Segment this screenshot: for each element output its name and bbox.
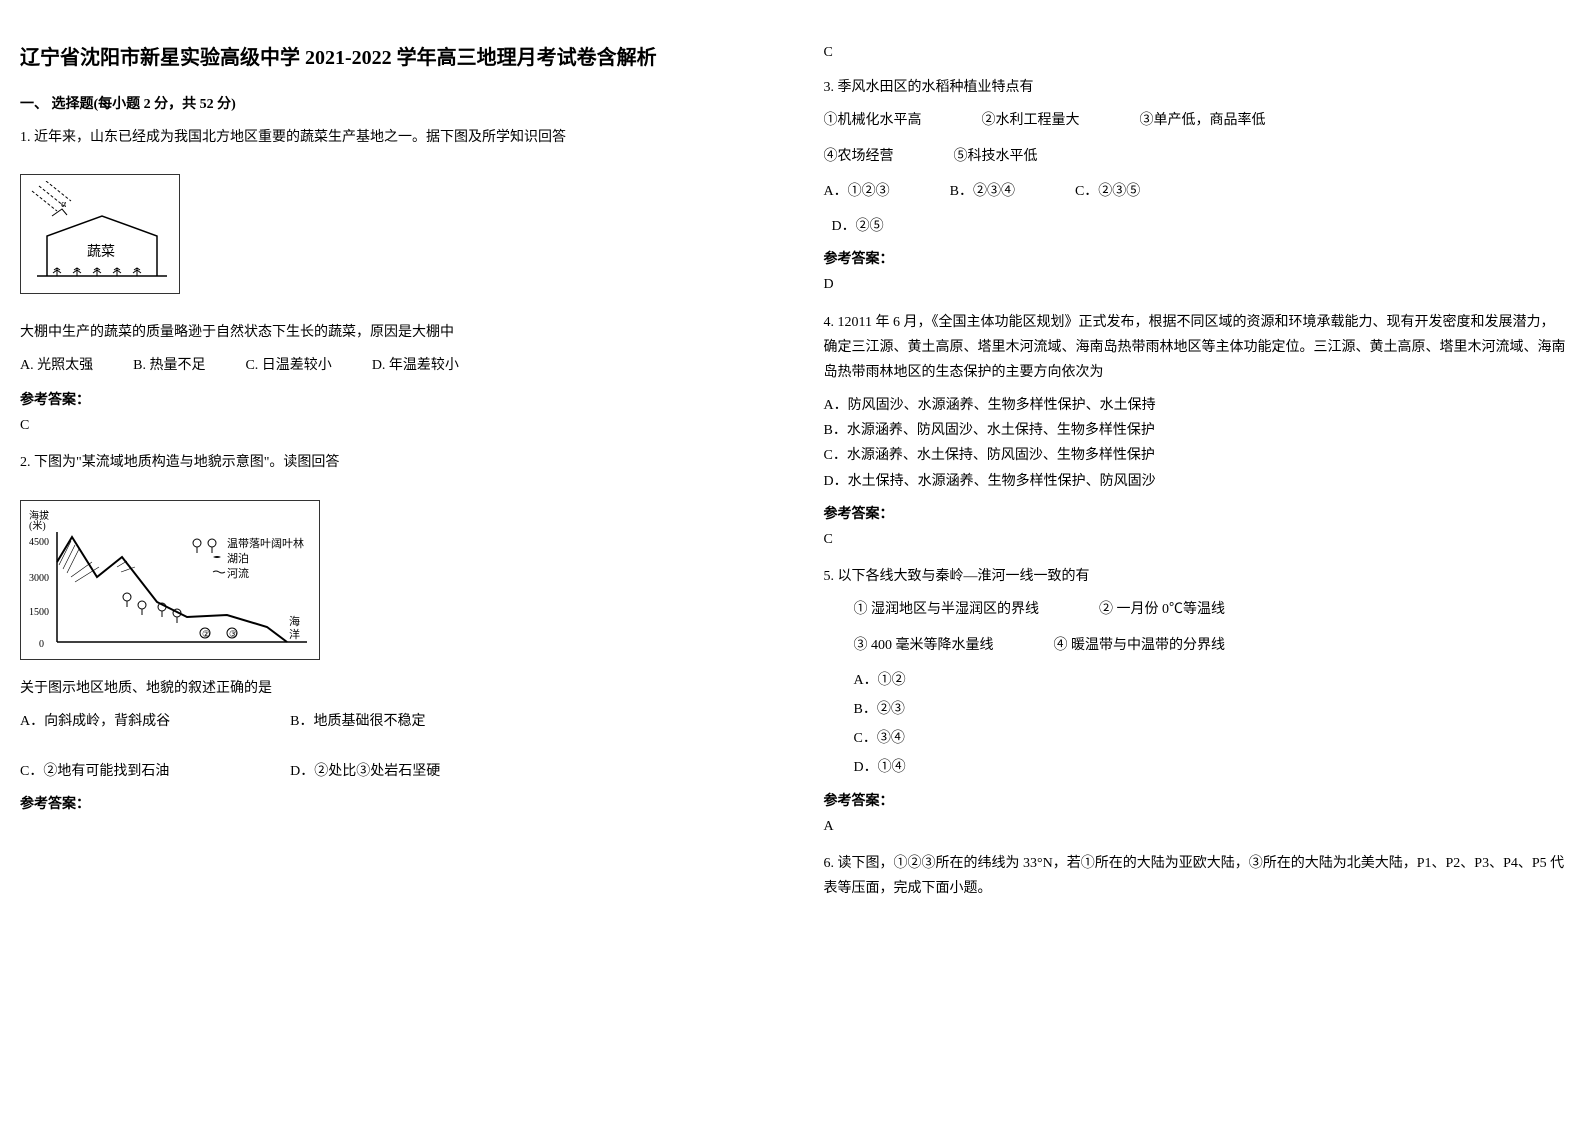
svg-text:洋: 洋 (289, 627, 300, 641)
q5-choice-d: D．①④ (854, 755, 1568, 780)
q2-answer: C (824, 40, 1568, 65)
q3-item-3: ③单产低，商品率低 (1140, 108, 1266, 133)
q5-item-2: ② 一月份 0℃等温线 (1099, 597, 1225, 622)
greenhouse-label: 蔬菜 (87, 244, 115, 260)
q3-items-row2: ④农场经营 ⑤科技水平低 (824, 144, 1568, 169)
q2-choices: A．向斜成岭，背斜成谷 C．②地有可能找到石油 B．地质基础很不稳定 D．②处比… (20, 709, 764, 785)
q1-subtext: 大棚中生产的蔬菜的质量略逊于自然状态下生长的蔬菜，原因是大棚中 (20, 320, 764, 345)
river-icon (213, 571, 225, 573)
q4-choice-a: A．防风固沙、水源涵养、生物多样性保护、水土保持 (824, 393, 1568, 418)
q1-answer: C (20, 413, 764, 438)
q4-choice-b: B．水源涵养、防风固沙、水土保持、生物多样性保护 (824, 418, 1568, 443)
svg-text:③: ③ (229, 629, 237, 639)
q5-choice-a: A．①② (854, 668, 1568, 693)
q3-item-2: ②水利工程量大 (982, 108, 1080, 133)
q2-subtext: 关于图示地区地质、地貌的叙述正确的是 (20, 676, 764, 701)
q1-choice-b: B. 热量不足 (133, 353, 205, 378)
lake-icon (213, 556, 221, 558)
q1-answer-label: 参考答案： (20, 388, 764, 413)
y-3000: 3000 (29, 573, 49, 584)
q5-answer-label: 参考答案： (824, 789, 1568, 814)
question-4: 4. 12011 年 6 月，《全国主体功能区规划》正式发布，根据不同区域的资源… (824, 310, 1568, 553)
q2-choice-d: D．②处比③处岩石坚硬 (290, 759, 440, 784)
q1-figure-greenhouse: α 蔬菜 (20, 174, 180, 294)
question-1: 1. 近年来，山东已经成为我国北方地区重要的蔬菜生产基地之一。据下图及所学知识回… (20, 125, 764, 438)
svg-text:(米): (米) (29, 519, 46, 532)
q2-answer-label: 参考答案： (20, 792, 764, 817)
q5-choice-c: C．③④ (854, 726, 1568, 751)
q3-answer-label: 参考答案： (824, 247, 1568, 272)
q5-choices: A．①② B．②③ C．③④ D．①④ (824, 668, 1568, 781)
q3-items-row1: ①机械化水平高 ②水利工程量大 ③单产低，商品率低 (824, 108, 1568, 133)
question-2: 2. 下图为"某流域地质构造与地貌示意图"。读图回答 海拔 (米) 4500 3… (20, 450, 764, 817)
question-3: 3. 季风水田区的水稻种植业特点有 ①机械化水平高 ②水利工程量大 ③单产低，商… (824, 75, 1568, 297)
q3-choice-d: D．②⑤ (832, 214, 1568, 239)
q1-choice-c: C. 日温差较小 (245, 353, 331, 378)
q1-choice-a: A. 光照太强 (20, 353, 93, 378)
document-title: 辽宁省沈阳市新星实验高级中学 2021-2022 学年高三地理月考试卷含解析 (20, 40, 764, 76)
legend-sea: 海 (289, 614, 300, 628)
q4-choice-d: D．水土保持、水源涵养、生物多样性保护、防风固沙 (824, 469, 1568, 494)
legend-lake: 湖泊 (227, 552, 249, 565)
question-5: 5. 以下各线大致与秦岭—淮河一线一致的有 ① 湿润地区与半湿润区的界线 ② 一… (824, 564, 1568, 839)
q3-item-4: ④农场经营 (824, 144, 894, 169)
q3-choice-b: B．②③④ (950, 179, 1015, 204)
right-column: C 3. 季风水田区的水稻种植业特点有 ①机械化水平高 ②水利工程量大 ③单产低… (824, 40, 1568, 913)
svg-text:②: ② (202, 629, 210, 639)
q2-figure-terrain: 海拔 (米) 4500 3000 1500 0 (20, 500, 320, 660)
plant-icons (53, 268, 141, 276)
q3-choices-row: A．①②③ B．②③④ C．②③⑤ (824, 179, 1568, 204)
q5-item-4: ④ 暖温带与中温带的分界线 (1054, 633, 1226, 658)
page-container: 辽宁省沈阳市新星实验高级中学 2021-2022 学年高三地理月考试卷含解析 一… (20, 40, 1567, 913)
y-1500: 1500 (29, 607, 49, 618)
q3-text: 3. 季风水田区的水稻种植业特点有 (824, 75, 1568, 100)
y-4500: 4500 (29, 537, 49, 548)
question-6: 6. 读下图，①②③所在的纬线为 33°N，若①所在的大陆为亚欧大陆，③所在的大… (824, 851, 1568, 901)
q1-text: 1. 近年来，山东已经成为我国北方地区重要的蔬菜生产基地之一。据下图及所学知识回… (20, 125, 764, 150)
q5-item-3: ③ 400 毫米等降水量线 (854, 633, 994, 658)
q4-text: 4. 12011 年 6 月，《全国主体功能区规划》正式发布，根据不同区域的资源… (824, 310, 1568, 386)
q3-choice-a: A．①②③ (824, 179, 890, 204)
y-0: 0 (39, 639, 44, 650)
q3-answer: D (824, 272, 1568, 297)
left-column: 辽宁省沈阳市新星实验高级中学 2021-2022 学年高三地理月考试卷含解析 一… (20, 40, 764, 913)
q1-choice-d: D. 年温差较小 (372, 353, 459, 378)
q3-item-1: ①机械化水平高 (824, 108, 922, 133)
q2-choice-a: A．向斜成岭，背斜成谷 (20, 709, 170, 734)
alpha-label: α (61, 199, 67, 210)
q5-choice-b: B．②③ (854, 697, 1568, 722)
q1-choices: A. 光照太强 B. 热量不足 C. 日温差较小 D. 年温差较小 (20, 353, 764, 378)
q4-answer: C (824, 527, 1568, 552)
q3-choice-c: C．②③⑤ (1075, 179, 1140, 204)
q5-answer: A (824, 814, 1568, 839)
q4-choice-c: C．水源涵养、水土保持、防风固沙、生物多样性保护 (824, 443, 1568, 468)
legend-river: 河流 (227, 566, 249, 580)
q2-text: 2. 下图为"某流域地质构造与地貌示意图"。读图回答 (20, 450, 764, 475)
q5-text: 5. 以下各线大致与秦岭—淮河一线一致的有 (824, 564, 1568, 589)
section-1-heading: 一、 选择题(每小题 2 分，共 52 分) (20, 92, 764, 117)
q5-item-1: ① 湿润地区与半湿润区的界线 (854, 597, 1040, 622)
q6-text: 6. 读下图，①②③所在的纬线为 33°N，若①所在的大陆为亚欧大陆，③所在的大… (824, 851, 1568, 901)
tree-icons (123, 539, 216, 623)
q5-items-row2: ③ 400 毫米等降水量线 ④ 暖温带与中温带的分界线 (854, 633, 1568, 658)
q4-answer-label: 参考答案： (824, 502, 1568, 527)
q3-item-5: ⑤科技水平低 (954, 144, 1038, 169)
legend-forest: 温带落叶阔叶林 (227, 536, 304, 550)
q2-choice-c: C．②地有可能找到石油 (20, 759, 170, 784)
q5-items-row1: ① 湿润地区与半湿润区的界线 ② 一月份 0℃等温线 (854, 597, 1568, 622)
q2-choice-b: B．地质基础很不稳定 (290, 709, 440, 734)
